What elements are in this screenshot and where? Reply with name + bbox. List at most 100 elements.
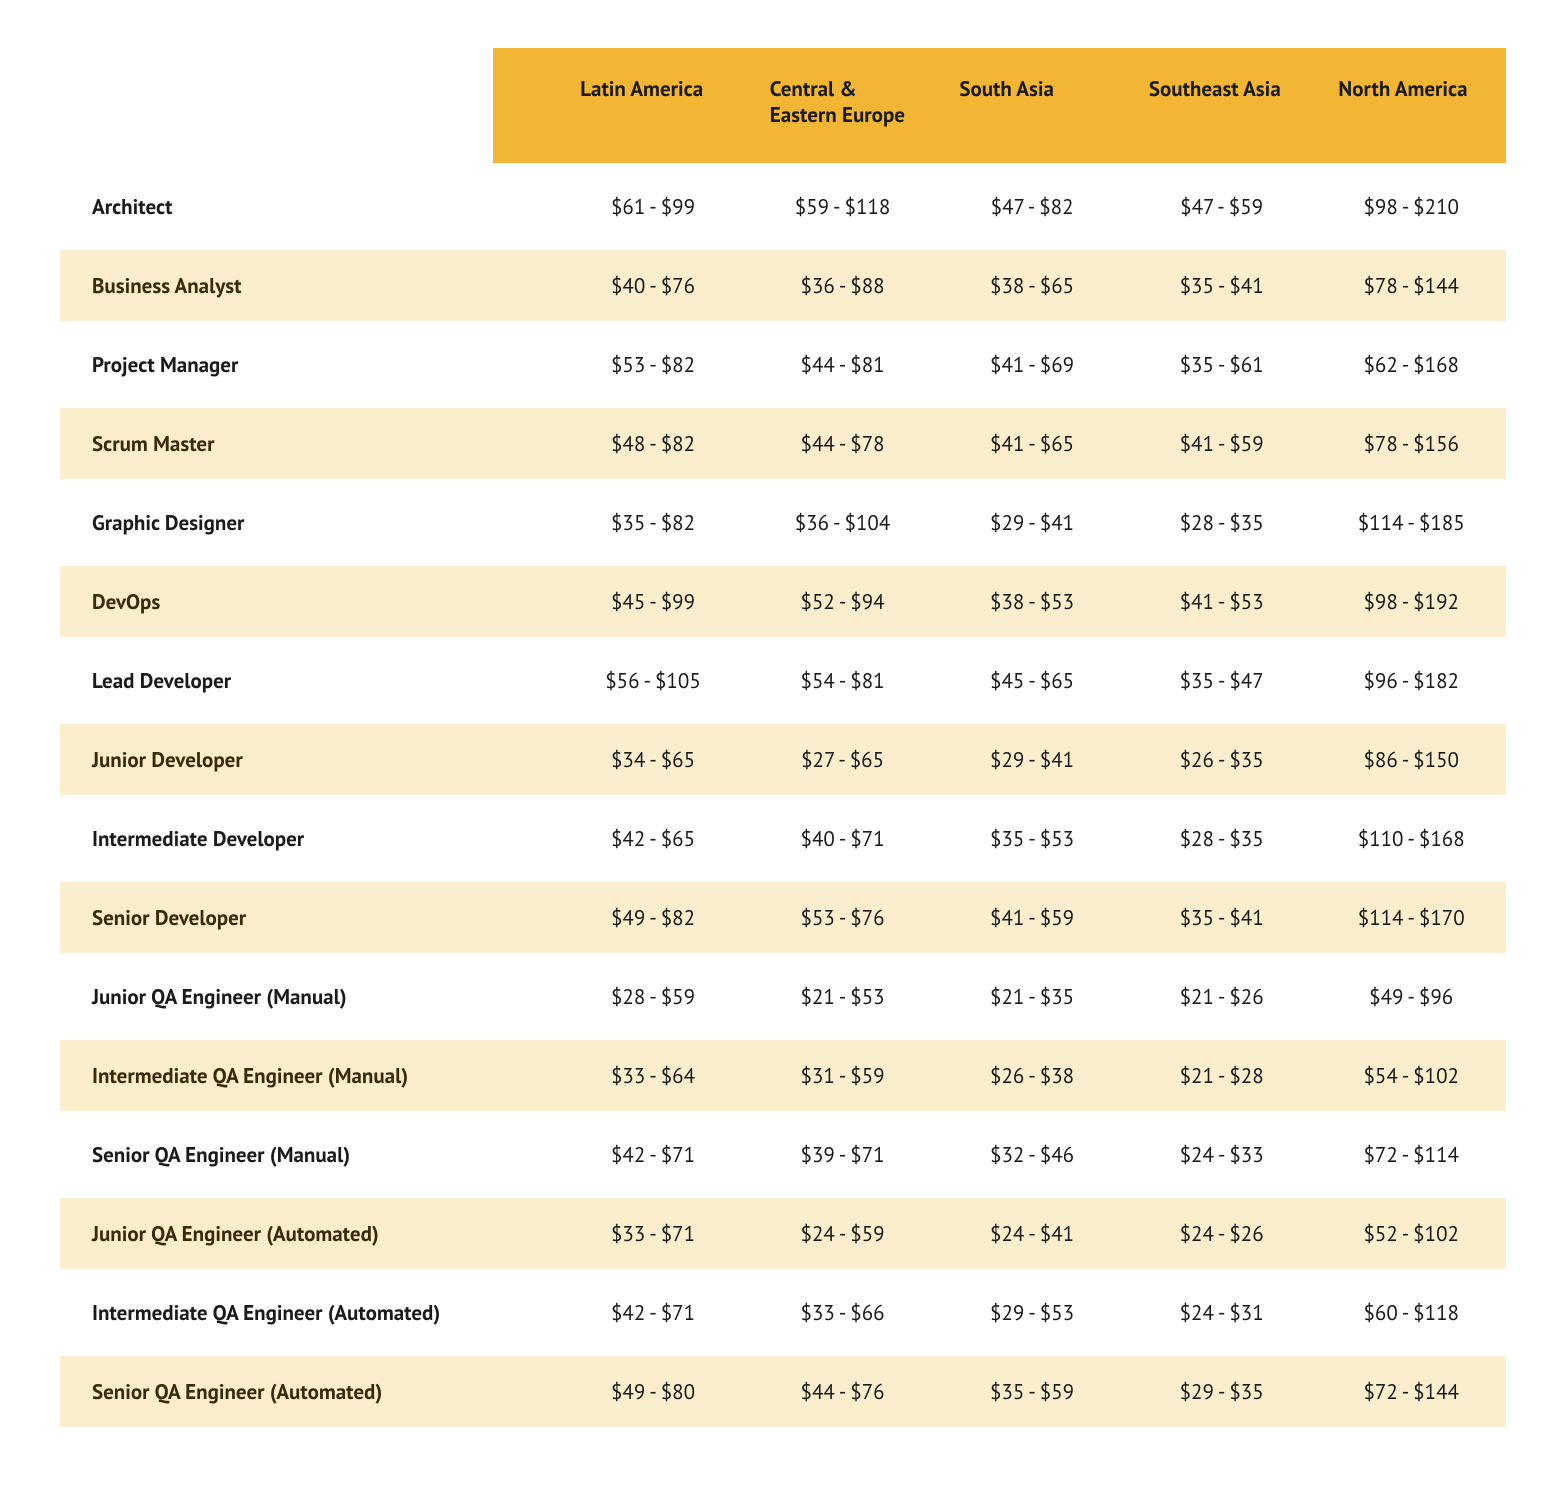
rate-cell: $114 - $170 bbox=[1316, 882, 1506, 953]
row-spacer-cell bbox=[493, 171, 558, 242]
role-cell: Intermediate Developer bbox=[60, 803, 493, 874]
rate-cell: $72 - $144 bbox=[1316, 1356, 1506, 1427]
rate-cell: $59 - $118 bbox=[748, 171, 938, 242]
table-row: Junior QA Engineer (Automated)$33 - $71$… bbox=[60, 1198, 1506, 1269]
row-spacer-cell bbox=[493, 1040, 558, 1111]
rate-cell: $53 - $82 bbox=[558, 329, 748, 400]
rate-cell: $47 - $82 bbox=[937, 171, 1127, 242]
rate-cell: $35 - $41 bbox=[1127, 882, 1317, 953]
table-row: Business Analyst $40 - $76$36 - $88$38 - … bbox=[60, 250, 1506, 321]
role-cell: Junior QA Engineer (Automated) bbox=[60, 1198, 493, 1269]
rate-cell: $45 - $65 bbox=[937, 645, 1127, 716]
rate-cell: $38 - $65 bbox=[937, 250, 1127, 321]
header-region: South Asia bbox=[937, 48, 1127, 163]
rate-cell: $40 - $76 bbox=[558, 250, 748, 321]
table-row: Senior QA Engineer (Manual)$42 - $71$39 … bbox=[60, 1119, 1506, 1190]
rate-cell: $98 - $192 bbox=[1316, 566, 1506, 637]
header-region: Southeast Asia bbox=[1127, 48, 1317, 163]
rate-cell: $29 - $53 bbox=[937, 1277, 1127, 1348]
row-spacer-cell bbox=[493, 645, 558, 716]
table-row: Intermediate QA Engineer (Manual)$33 - $… bbox=[60, 1040, 1506, 1111]
table-row: Intermediate Developer $42 - $65$40 - $71… bbox=[60, 803, 1506, 874]
rate-cell: $21 - $26 bbox=[1127, 961, 1317, 1032]
rate-cell: $26 - $38 bbox=[937, 1040, 1127, 1111]
row-spacer-cell bbox=[493, 803, 558, 874]
role-cell: Project Manager bbox=[60, 329, 493, 400]
table-row: Graphic Designer$35 - $82$36 - $104$29 -… bbox=[60, 487, 1506, 558]
role-cell: Junior Developer bbox=[60, 724, 493, 795]
rate-cell: $33 - $66 bbox=[748, 1277, 938, 1348]
row-spacer-cell bbox=[493, 487, 558, 558]
rate-cell: $31 - $59 bbox=[748, 1040, 938, 1111]
row-spacer-cell bbox=[493, 1198, 558, 1269]
rate-cell: $49 - $96 bbox=[1316, 961, 1506, 1032]
rate-cell: $21 - $53 bbox=[748, 961, 938, 1032]
role-cell: Senior Developer bbox=[60, 882, 493, 953]
rate-cell: $28 - $35 bbox=[1127, 487, 1317, 558]
rate-cell: $35 - $41 bbox=[1127, 250, 1317, 321]
role-cell: Senior QA Engineer (Manual) bbox=[60, 1119, 493, 1190]
rate-cell: $45 - $99 bbox=[558, 566, 748, 637]
rate-cell: $24 - $26 bbox=[1127, 1198, 1317, 1269]
rate-cell: $44 - $78 bbox=[748, 408, 938, 479]
rate-cell: $42 - $65 bbox=[558, 803, 748, 874]
rate-cell: $42 - $71 bbox=[558, 1119, 748, 1190]
role-cell: DevOps bbox=[60, 566, 493, 637]
table-row: Architect $61 - $99$59 - $118$47 - $82$47… bbox=[60, 171, 1506, 242]
row-spacer-cell bbox=[493, 961, 558, 1032]
rate-cell: $29 - $41 bbox=[937, 724, 1127, 795]
rate-cell: $49 - $82 bbox=[558, 882, 748, 953]
rate-cell: $78 - $144 bbox=[1316, 250, 1506, 321]
table-row: Senior QA Engineer (Automated)$49 - $80$… bbox=[60, 1356, 1506, 1427]
table-row: Intermediate QA Engineer (Automated)$42 … bbox=[60, 1277, 1506, 1348]
rate-cell: $47 - $59 bbox=[1127, 171, 1317, 242]
rate-cell: $21 - $28 bbox=[1127, 1040, 1317, 1111]
header-blank-cell bbox=[60, 48, 493, 163]
role-cell: Senior QA Engineer (Automated) bbox=[60, 1356, 493, 1427]
rate-cell: $114 - $185 bbox=[1316, 487, 1506, 558]
row-spacer-cell bbox=[493, 724, 558, 795]
rate-cell: $61 - $99 bbox=[558, 171, 748, 242]
rate-cell: $72 - $114 bbox=[1316, 1119, 1506, 1190]
rate-cell: $96 - $182 bbox=[1316, 645, 1506, 716]
rate-cell: $56 - $105 bbox=[558, 645, 748, 716]
row-spacer-cell bbox=[493, 250, 558, 321]
rate-cell: $44 - $76 bbox=[748, 1356, 938, 1427]
rate-cell: $41 - $65 bbox=[937, 408, 1127, 479]
rate-cell: $98 - $210 bbox=[1316, 171, 1506, 242]
rate-cell: $35 - $47 bbox=[1127, 645, 1317, 716]
role-cell: Graphic Designer bbox=[60, 487, 493, 558]
rate-cell: $54 - $81 bbox=[748, 645, 938, 716]
row-spacer-cell bbox=[493, 408, 558, 479]
rate-cell: $34 - $65 bbox=[558, 724, 748, 795]
rate-cell: $36 - $104 bbox=[748, 487, 938, 558]
rate-cell: $41 - $53 bbox=[1127, 566, 1317, 637]
rate-cell: $35 - $61 bbox=[1127, 329, 1317, 400]
rate-cell: $38 - $53 bbox=[937, 566, 1127, 637]
rate-cell: $24 - $41 bbox=[937, 1198, 1127, 1269]
rate-cell: $35 - $82 bbox=[558, 487, 748, 558]
table-body: Architect $61 - $99$59 - $118$47 - $82$47… bbox=[60, 171, 1506, 1427]
rate-cell: $33 - $64 bbox=[558, 1040, 748, 1111]
rate-cell: $28 - $59 bbox=[558, 961, 748, 1032]
role-cell: Architect bbox=[60, 171, 493, 242]
rate-cell: $53 - $76 bbox=[748, 882, 938, 953]
rate-cell: $52 - $102 bbox=[1316, 1198, 1506, 1269]
rate-cell: $41 - $69 bbox=[937, 329, 1127, 400]
rate-cell: $24 - $33 bbox=[1127, 1119, 1317, 1190]
rate-cell: $27 - $65 bbox=[748, 724, 938, 795]
row-spacer-cell bbox=[493, 1119, 558, 1190]
rate-cell: $40 - $71 bbox=[748, 803, 938, 874]
rate-cell: $54 - $102 bbox=[1316, 1040, 1506, 1111]
rate-cell: $29 - $35 bbox=[1127, 1356, 1317, 1427]
row-spacer-cell bbox=[493, 1356, 558, 1427]
rate-cell: $36 - $88 bbox=[748, 250, 938, 321]
rate-cell: $26 - $35 bbox=[1127, 724, 1317, 795]
header-region: Central & Eastern Europe bbox=[748, 48, 938, 163]
rate-cell: $24 - $59 bbox=[748, 1198, 938, 1269]
table-row: Junior QA Engineer (Manual)$28 - $59$21 … bbox=[60, 961, 1506, 1032]
rate-cell: $35 - $53 bbox=[937, 803, 1127, 874]
header-region: North America bbox=[1316, 48, 1506, 163]
rates-table-container: Latin America Central & Eastern Europe S… bbox=[0, 0, 1566, 1495]
role-cell: Business Analyst bbox=[60, 250, 493, 321]
